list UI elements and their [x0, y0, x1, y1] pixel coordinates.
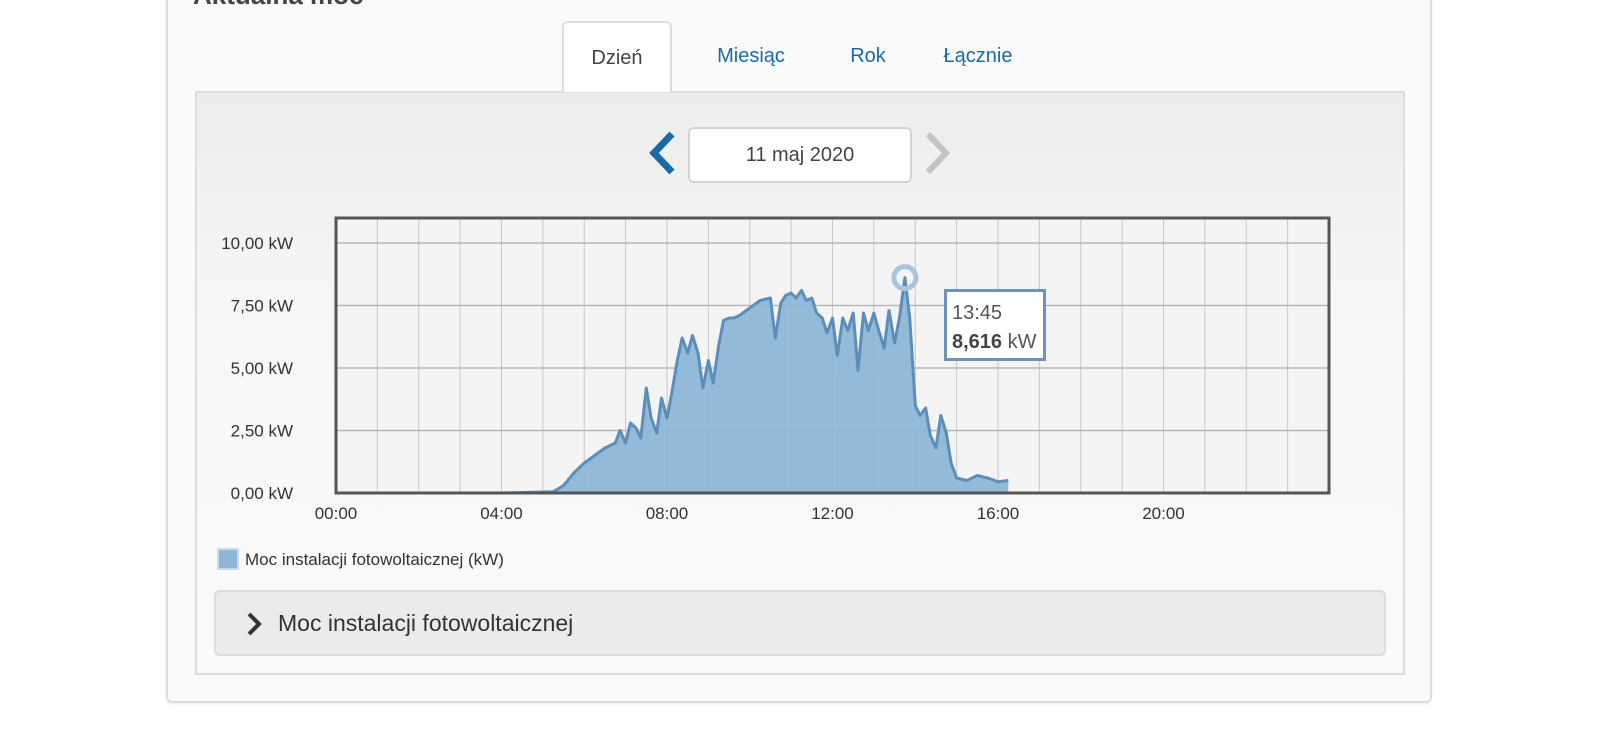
date-display[interactable]: 11 maj 2020 — [688, 127, 912, 183]
accordion-title: Moc instalacji fotowoltaicznej — [278, 610, 574, 636]
accordion-header[interactable]: Moc instalacji fotowoltaicznej — [214, 590, 1386, 656]
y-axis-labels: 0,00 kW 2,50 kW 5,00 kW 7,50 kW 10,00 kW — [221, 234, 293, 503]
y-tick-label: 10,00 kW — [221, 234, 293, 253]
x-tick-label: 04:00 — [480, 504, 523, 523]
x-tick-label: 20:00 — [1142, 504, 1185, 523]
tab-month[interactable]: Miesiąc — [717, 45, 785, 67]
chevron-left-icon[interactable] — [646, 130, 680, 176]
y-tick-label: 7,50 kW — [231, 297, 293, 316]
plot-frame — [334, 216, 1331, 495]
x-tick-label: 00:00 — [315, 504, 358, 523]
tab-year[interactable]: Rok — [850, 45, 886, 67]
tab-total[interactable]: Łącznie — [943, 45, 1013, 67]
tooltip-value: 8,616 — [952, 331, 1003, 353]
legend-swatch — [217, 548, 239, 570]
x-tick-label: 16:00 — [977, 504, 1020, 523]
legend-label: Moc instalacji fotowoltaicznej (kW) — [245, 550, 504, 569]
tooltip-value-line: 8,616 kW — [952, 327, 1043, 357]
chevron-right-icon — [247, 612, 262, 636]
chevron-right-icon — [920, 130, 954, 176]
tooltip-time: 13:45 — [952, 302, 1003, 324]
tab-day[interactable]: Dzień — [562, 21, 672, 92]
x-tick-label: 08:00 — [646, 504, 689, 523]
highlight-marker — [891, 264, 919, 292]
series-line — [336, 276, 1009, 495]
x-axis-labels: 00:00 04:00 08:00 12:00 16:00 20:00 — [315, 504, 1185, 523]
card-title: Aktualna moc — [193, 0, 364, 11]
y-tick-label: 5,00 kW — [231, 359, 293, 378]
tooltip-unit: kW — [1007, 331, 1037, 353]
y-tick-label: 2,50 kW — [231, 422, 293, 441]
x-tick-label: 12:00 — [811, 504, 854, 523]
y-tick-label: 0,00 kW — [231, 484, 293, 503]
value-tooltip: 13:45 8,616 kW — [944, 289, 1046, 361]
series-area — [336, 277, 1009, 493]
